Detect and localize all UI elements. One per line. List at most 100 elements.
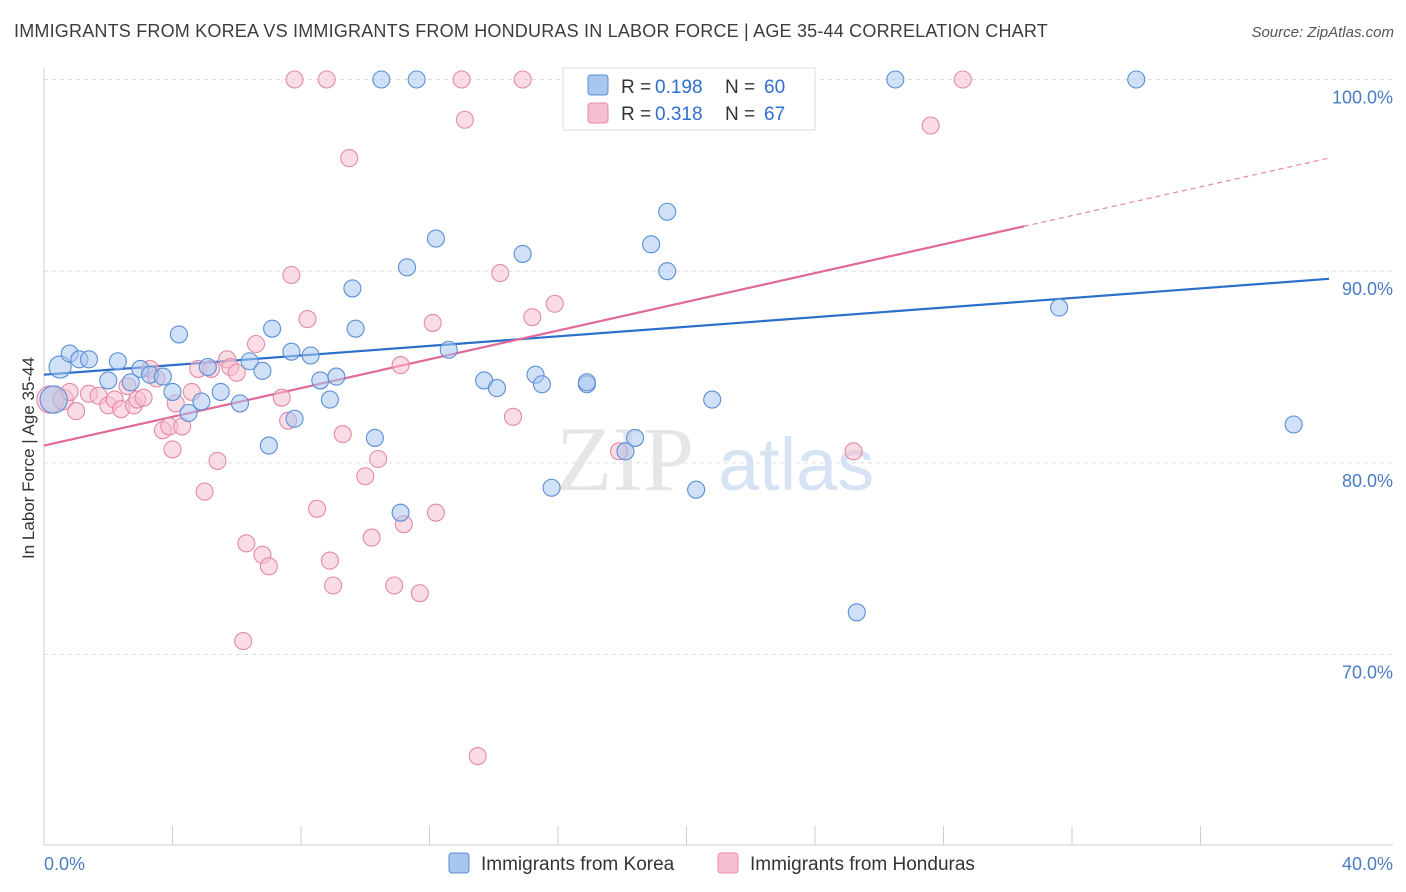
honduras-points [36,70,972,766]
y-tick-label-100: 100.0% [1332,88,1393,108]
watermark-atlas: atlas [718,423,874,506]
legend-box: R = 0.198 N = 60 R = 0.318 N = 67 [562,67,816,131]
korea-point-13 [179,403,198,423]
honduras-point-35 [282,265,301,285]
korea-point-41 [532,375,551,394]
korea-point-15 [198,357,217,377]
bottom-legend-label-honduras: Immigrants from Honduras [750,854,975,875]
legend-r-value-korea: 0.198 [655,77,703,98]
honduras-point-60 [545,294,564,313]
honduras-point-63 [844,442,863,461]
honduras-point-45 [362,528,381,547]
honduras-point-29 [237,534,256,553]
korea-point-0 [39,385,68,414]
korea-point-17 [230,394,250,413]
source-credit: Source: ZipAtlas.com [1251,24,1394,41]
legend-n-label-korea: N = [725,77,755,98]
legend-n-value-honduras: 67 [764,104,785,125]
honduras-point-39 [317,70,336,89]
korea-point-57 [1127,70,1146,89]
honduras-point-50 [410,584,429,603]
honduras-point-55 [468,747,487,766]
korea-point-18 [240,352,259,371]
y-tick-labels: 70.0% 80.0% 90.0% 100.0% [1332,88,1393,683]
korea-point-48 [642,235,661,254]
y-tick-label-70: 70.0% [1342,663,1393,683]
korea-point-29 [346,319,365,338]
korea-point-21 [263,319,282,338]
honduras-point-17 [163,440,182,459]
korea-point-52 [687,480,706,499]
x-tick-marks [172,826,1201,845]
korea-point-58 [1284,415,1303,434]
bottom-legend-swatch-korea [448,852,470,874]
korea-point-5 [99,371,118,390]
korea-point-50 [658,202,677,221]
honduras-point-52 [426,503,445,522]
x-tick-label-min: 0.0% [44,854,85,874]
korea-point-31 [372,70,391,89]
trend-line-honduras-extension [1023,157,1330,227]
honduras-point-27 [227,363,246,382]
korea-point-19 [253,361,272,380]
honduras-point-22 [195,482,214,501]
korea-point-27 [327,367,346,386]
honduras-point-41 [324,576,343,595]
y-tick-label-90: 90.0% [1342,279,1393,299]
korea-point-36 [439,340,458,359]
korea-point-35 [426,229,445,248]
honduras-point-28 [234,632,253,651]
korea-point-46 [616,442,635,461]
korea-point-47 [626,428,645,447]
honduras-point-57 [503,407,523,426]
honduras-point-30 [246,334,266,354]
bottom-legend-label-korea: Immigrants from Korea [481,854,675,875]
korea-point-33 [397,258,417,277]
honduras-point-46 [369,449,388,469]
y-axis-label: In Labor Force | Age 35-44 [19,357,38,559]
legend-n-label-honduras: N = [725,104,755,125]
trend-line-honduras [43,225,1025,447]
honduras-point-48 [391,356,410,375]
korea-points [39,70,1303,622]
legend-swatch-korea [587,74,609,96]
legend-swatch-honduras [587,102,609,124]
honduras-point-44 [356,467,375,486]
korea-point-32 [391,503,410,522]
honduras-point-38 [308,499,327,518]
korea-point-54 [847,603,866,622]
legend-r-label-korea: R = [621,77,651,98]
korea-point-4 [79,350,99,369]
legend-r-label-honduras: R = [621,104,651,125]
bottom-legend: Immigrants from Korea Immigrants from Ho… [448,852,975,875]
honduras-point-59 [523,308,542,327]
korea-point-16 [211,382,230,401]
korea-point-49 [658,262,677,281]
honduras-point-37 [298,310,317,329]
honduras-point-47 [385,576,404,595]
honduras-point-53 [452,70,471,89]
korea-point-30 [365,428,384,447]
korea-point-7 [121,373,140,392]
korea-point-23 [285,409,304,428]
chart-title: IMMIGRANTS FROM KOREA VS IMMIGRANTS FROM… [14,21,1048,41]
korea-point-20 [259,436,278,455]
honduras-point-32 [259,557,278,576]
korea-point-10 [153,367,172,386]
korea-point-6 [108,352,127,371]
korea-point-22 [282,342,301,361]
korea-point-12 [169,325,188,344]
korea-point-53 [703,390,722,409]
legend-n-value-korea: 60 [764,77,785,98]
axis-layer [43,68,1393,846]
honduras-point-43 [340,149,359,168]
trend-line-korea [43,277,1330,376]
x-tick-label-max: 40.0% [1342,854,1393,874]
honduras-point-33 [272,388,291,407]
korea-point-56 [1050,298,1069,317]
korea-point-14 [192,392,211,411]
korea-point-24 [301,346,320,365]
honduras-point-40 [320,551,339,570]
korea-point-26 [320,390,339,409]
